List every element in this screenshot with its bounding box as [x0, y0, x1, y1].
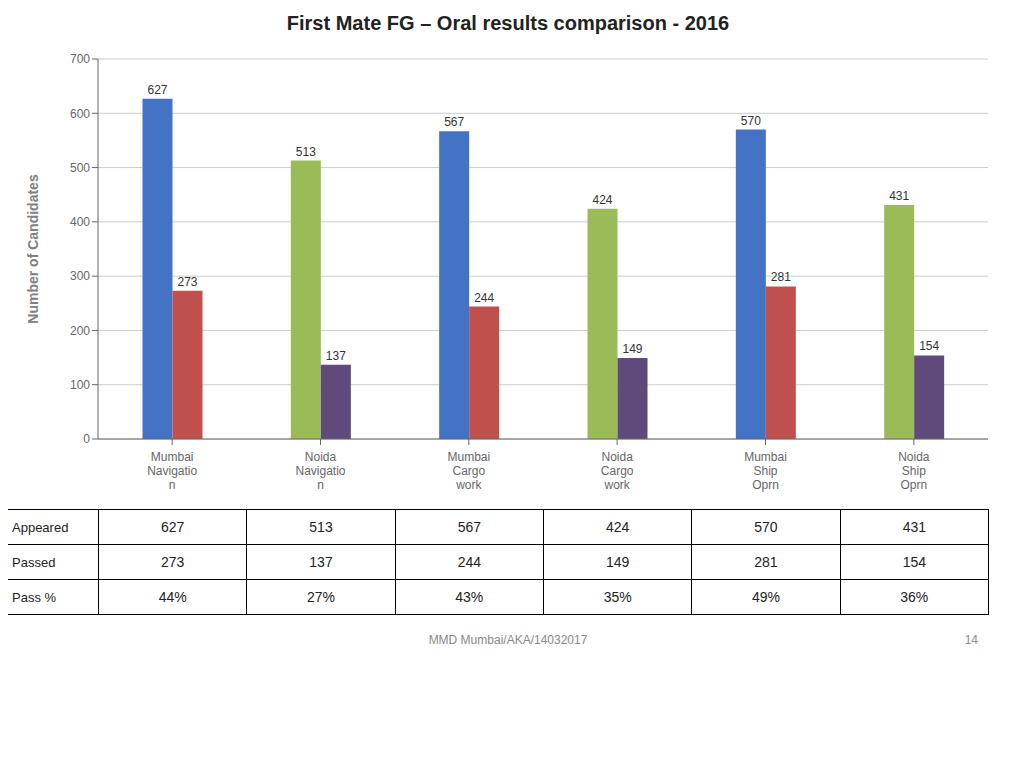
html-text:14: 14 [964, 633, 978, 647]
html-text:27%: 27% [307, 589, 335, 605]
html-text:137: 137 [309, 554, 333, 570]
svg-text:570: 570 [741, 114, 761, 128]
svg-text:MumbaiNavigation: MumbaiNavigation [147, 450, 197, 492]
svg-text:400: 400 [70, 215, 90, 229]
svg-text:Number of Candidates: Number of Candidates [25, 174, 41, 324]
html-text:149: 149 [606, 554, 630, 570]
svg-text:0: 0 [83, 432, 90, 446]
svg-text:431: 431 [889, 189, 909, 203]
svg-text:600: 600 [70, 107, 90, 121]
html-text:35%: 35% [603, 589, 632, 605]
html-text:Appeared: Appeared [12, 520, 69, 535]
html-text:513: 513 [309, 519, 333, 535]
svg-text:MumbaiShipOprn: MumbaiShipOprn [744, 450, 787, 492]
svg-text:NoidaNavigation: NoidaNavigation [295, 450, 345, 492]
svg-text:281: 281 [771, 270, 791, 284]
svg-text:NoidaCargowork: NoidaCargowork [601, 450, 634, 492]
html-text:36%: 36% [900, 589, 929, 605]
html-text:MMD Mumbai/AKA/14032017: MMD Mumbai/AKA/14032017 [428, 633, 588, 647]
svg-text:627: 627 [147, 83, 167, 97]
svg-text:567: 567 [444, 115, 464, 129]
svg-text:700: 700 [70, 52, 90, 66]
html-text:273: 273 [161, 554, 185, 570]
html-text:44%: 44% [158, 589, 187, 605]
html-text:Passed: Passed [12, 555, 56, 570]
svg-text:MumbaiCargowork: MumbaiCargowork [447, 450, 490, 492]
html-text:424: 424 [606, 519, 630, 535]
html-text:154: 154 [902, 554, 926, 570]
svg-text:273: 273 [177, 275, 197, 289]
html-text:627: 627 [161, 519, 185, 535]
svg-text:137: 137 [326, 349, 346, 363]
html-text:570: 570 [754, 519, 778, 535]
html-text:567: 567 [457, 519, 481, 535]
html-text:First Mate FG – Oral results c: First Mate FG – Oral results comparison … [286, 12, 730, 34]
html-text:Pass %: Pass % [12, 590, 57, 605]
html-text:431: 431 [902, 519, 926, 535]
svg-text:300: 300 [70, 269, 90, 283]
svg-text:NoidaShipOprn: NoidaShipOprn [898, 450, 930, 492]
svg-text:513: 513 [296, 145, 316, 159]
html-text:281: 281 [754, 554, 778, 570]
html-text:43%: 43% [455, 589, 484, 605]
svg-text:100: 100 [70, 378, 90, 392]
svg-text:154: 154 [919, 339, 939, 353]
svg-text:149: 149 [622, 342, 642, 356]
svg-text:424: 424 [592, 193, 612, 207]
html-text:49%: 49% [752, 589, 780, 605]
html-text:244: 244 [457, 554, 481, 570]
svg-text:200: 200 [70, 324, 90, 338]
svg-text:500: 500 [70, 161, 90, 175]
svg-text:244: 244 [474, 291, 494, 305]
